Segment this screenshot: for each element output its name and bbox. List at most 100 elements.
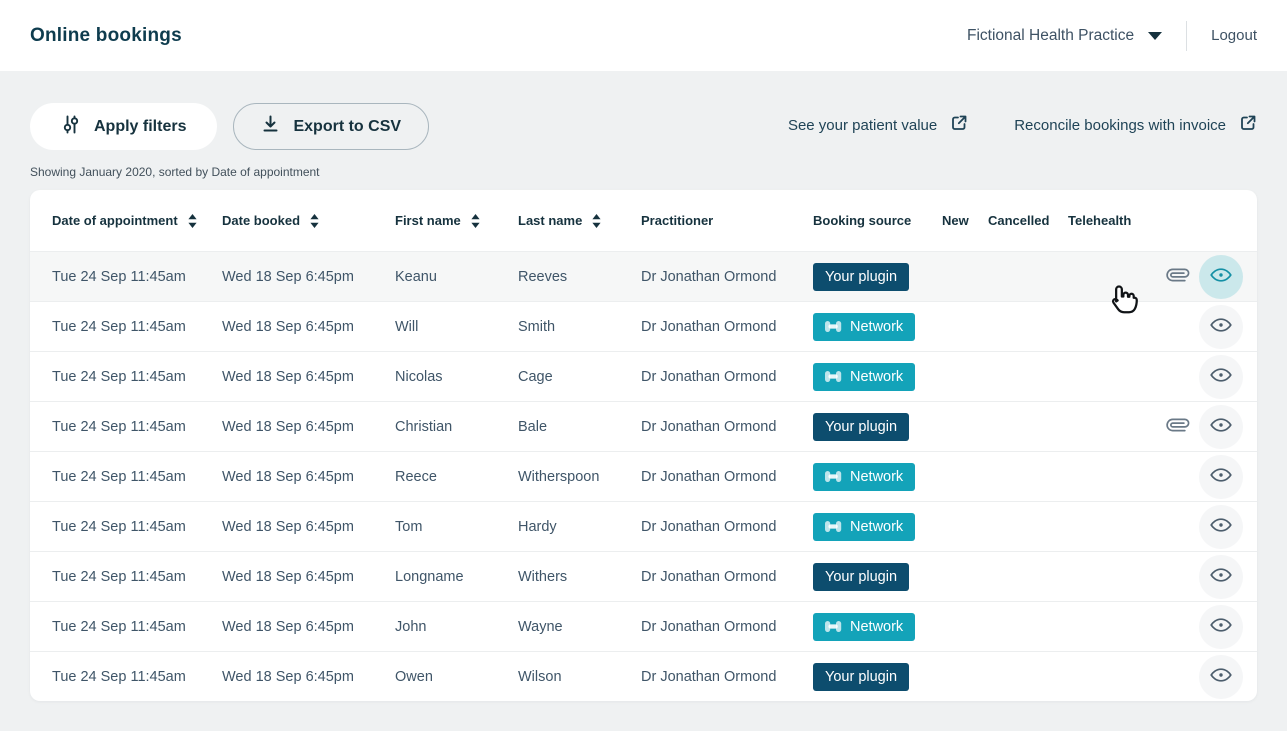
network-badge: Network [813, 462, 916, 491]
booking-row[interactable]: Tue 24 Sep 11:45am Wed 18 Sep 6:45pm Chris… [30, 401, 1257, 451]
view-booking-button[interactable] [1199, 554, 1243, 599]
first-name-cell: John [395, 618, 427, 635]
practitioner-cell: Dr Jonathan Ormond [641, 418, 777, 435]
external-link-icon [1239, 114, 1257, 136]
divider [1186, 20, 1188, 51]
last-name-cell: Withers [518, 568, 568, 585]
filter-sliders-icon [61, 114, 81, 140]
booking-source-cell: Network [813, 512, 942, 541]
date-of-appointment-cell: Tue 24 Sep 11:45am [52, 568, 186, 585]
booking-row[interactable]: Tue 24 Sep 11:45am Wed 18 Sep 6:45pm Keanu… [30, 251, 1257, 301]
first-name-cell: Owen [395, 668, 433, 685]
booking-source-cell: Your plugin [813, 262, 942, 291]
your-plugin-badge: Your plugin [813, 562, 910, 591]
new-status-cell [942, 319, 988, 335]
bookings-table: Date of appointment Date booked First name… [30, 190, 1257, 701]
apply-filters-button[interactable]: Apply filters [30, 103, 218, 150]
eye-icon [1209, 363, 1233, 390]
new-status-cell [942, 419, 988, 435]
network-badge: Network [813, 612, 916, 641]
eye-icon [1209, 263, 1233, 290]
view-booking-button[interactable] [1199, 454, 1243, 499]
eye-icon [1209, 613, 1233, 640]
practitioner-cell: Dr Jonathan Ormond [641, 568, 777, 585]
booking-row[interactable]: Tue 24 Sep 11:45am Wed 18 Sep 6:45pm Reece… [30, 451, 1257, 501]
sort-icon[interactable] [310, 213, 319, 228]
logout-link[interactable]: Logout [1211, 27, 1257, 44]
new-status-cell [942, 519, 988, 535]
view-cell [1198, 654, 1244, 699]
view-booking-button[interactable] [1199, 404, 1243, 449]
patient-value-link[interactable]: See your patient value [788, 114, 968, 136]
sort-icon[interactable] [188, 213, 197, 228]
toolbar: Apply filters Export to CSV See your pat… [30, 103, 1257, 150]
eye-icon [1209, 513, 1233, 540]
eye-icon [1209, 663, 1233, 690]
network-logo-icon [825, 321, 842, 332]
booking-row[interactable]: Tue 24 Sep 11:45am Wed 18 Sep 6:45pm Nicol… [30, 351, 1257, 401]
export-csv-button[interactable]: Export to CSV [233, 103, 430, 150]
practitioner-cell: Dr Jonathan Ormond [641, 368, 777, 385]
view-booking-button[interactable] [1199, 254, 1243, 299]
booking-source-cell: Network [813, 312, 942, 341]
date-booked-cell: Wed 18 Sep 6:45pm [222, 368, 354, 385]
practice-selector-label: Fictional Health Practice [966, 26, 1135, 44]
attachment-cell [1158, 411, 1198, 443]
view-cell [1198, 554, 1244, 599]
booking-row[interactable]: Tue 24 Sep 11:45am Wed 18 Sep 6:45pm John W… [30, 601, 1257, 651]
last-name-cell: Wilson [518, 668, 562, 685]
eye-icon [1209, 563, 1233, 590]
practitioner-cell: Dr Jonathan Ormond [641, 618, 777, 635]
column-header-last-name[interactable]: Last name [518, 213, 641, 228]
date-booked-cell: Wed 18 Sep 6:45pm [222, 618, 354, 635]
sort-icon[interactable] [592, 213, 601, 228]
column-header-booking-source: Booking source [813, 213, 912, 228]
last-name-cell: Wayne [518, 618, 563, 635]
top-bar: Online bookings Fictional Health Practic… [0, 0, 1287, 71]
practitioner-cell: Dr Jonathan Ormond [641, 318, 777, 335]
date-of-appointment-cell: Tue 24 Sep 11:45am [52, 318, 186, 335]
booking-row[interactable]: Tue 24 Sep 11:45am Wed 18 Sep 6:45pm Owen W… [30, 651, 1257, 701]
last-name-cell: Hardy [518, 518, 557, 535]
view-booking-button[interactable] [1199, 604, 1243, 649]
network-logo-icon [825, 621, 842, 632]
network-logo-icon [825, 521, 842, 532]
practitioner-cell: Dr Jonathan Ormond [641, 268, 777, 285]
column-header-cancelled: Cancelled [988, 213, 1050, 228]
booking-source-cell: Your plugin [813, 562, 942, 591]
view-booking-button[interactable] [1199, 654, 1243, 699]
apply-filters-label: Apply filters [94, 117, 187, 135]
date-booked-cell: Wed 18 Sep 6:45pm [222, 668, 354, 685]
view-cell [1198, 354, 1244, 399]
view-booking-button[interactable] [1199, 354, 1243, 399]
practice-selector[interactable]: Fictional Health Practice [966, 26, 1163, 45]
view-cell [1198, 454, 1244, 499]
your-plugin-badge: Your plugin [813, 412, 910, 441]
column-header-date-booked[interactable]: Date booked [222, 213, 395, 228]
sort-icon[interactable] [471, 213, 480, 228]
booking-row[interactable]: Tue 24 Sep 11:45am Wed 18 Sep 6:45pm Tom Ha… [30, 501, 1257, 551]
practitioner-cell: Dr Jonathan Ormond [641, 468, 777, 485]
network-logo-icon [825, 371, 842, 382]
last-name-cell: Witherspoon [518, 468, 600, 485]
reconcile-invoice-label: Reconcile bookings with invoice [1014, 116, 1226, 134]
column-header-first-name[interactable]: First name [395, 213, 518, 228]
paperclip-icon [1164, 261, 1192, 293]
column-header-date-of-appointment[interactable]: Date of appointment [52, 213, 222, 228]
page-title: Online bookings [30, 24, 182, 46]
booking-row[interactable]: Tue 24 Sep 11:45am Wed 18 Sep 6:45pm Will S… [30, 301, 1257, 351]
date-of-appointment-cell: Tue 24 Sep 11:45am [52, 418, 186, 435]
date-booked-cell: Wed 18 Sep 6:45pm [222, 268, 354, 285]
view-booking-button[interactable] [1199, 504, 1243, 549]
date-booked-cell: Wed 18 Sep 6:45pm [222, 518, 354, 535]
date-of-appointment-cell: Tue 24 Sep 11:45am [52, 518, 186, 535]
network-badge: Network [813, 362, 916, 391]
view-booking-button[interactable] [1199, 304, 1243, 349]
booking-source-cell: Network [813, 462, 942, 491]
reconcile-invoice-link[interactable]: Reconcile bookings with invoice [1014, 114, 1257, 136]
booking-row[interactable]: Tue 24 Sep 11:45am Wed 18 Sep 6:45pm Longn… [30, 551, 1257, 601]
booking-source-cell: Network [813, 612, 942, 641]
patient-value-label: See your patient value [787, 116, 938, 134]
date-of-appointment-cell: Tue 24 Sep 11:45am [52, 368, 186, 385]
column-header-new: New [942, 213, 969, 228]
